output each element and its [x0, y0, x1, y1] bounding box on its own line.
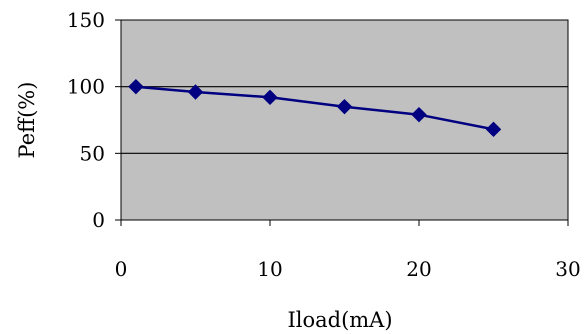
data-point-4	[411, 106, 427, 123]
y-tick-label-3: 150	[67, 8, 105, 32]
y-tick-label-1: 50	[80, 141, 105, 165]
series-markers	[128, 78, 502, 138]
y-axis-ticks: 0 50 100 150	[67, 8, 121, 232]
plot-area	[120, 19, 569, 221]
data-point-5	[485, 121, 502, 138]
x-axis-title: Iload(mA)	[287, 308, 392, 332]
x-tick-label-3: 30	[555, 257, 580, 281]
x-tick-label-0: 0	[115, 257, 128, 281]
data-point-3	[336, 98, 353, 115]
data-point-2	[262, 89, 278, 106]
x-tick-label-1: 10	[257, 257, 282, 281]
y-tick-label-2: 100	[67, 75, 105, 99]
data-point-1	[187, 84, 204, 100]
series-line	[135, 85, 494, 131]
data-point-0	[128, 78, 144, 95]
y-tick-label-0: 0	[92, 208, 105, 232]
x-axis-ticks: 0 10 20 30	[115, 220, 581, 281]
y-axis-title: Peff(%)	[15, 82, 39, 159]
x-tick-label-2: 20	[406, 257, 431, 281]
